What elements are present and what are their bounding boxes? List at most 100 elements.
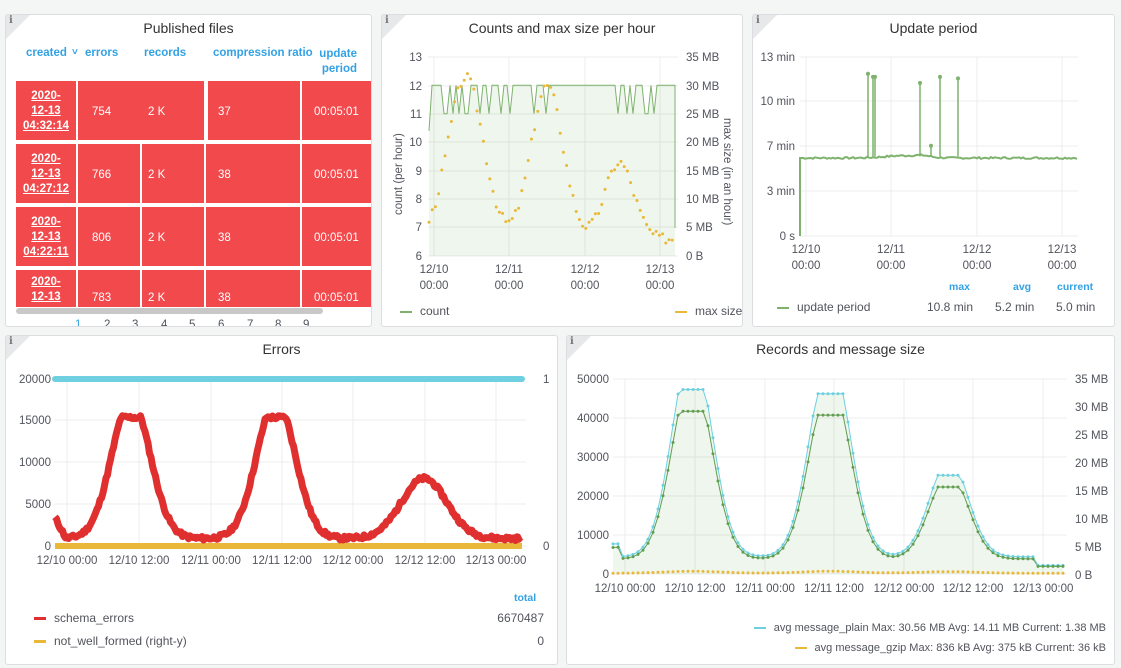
records-point	[731, 535, 735, 539]
cell-records: 2 K	[142, 207, 206, 268]
column-created[interactable]: created	[26, 47, 67, 59]
panel-info-icon[interactable]: i	[753, 15, 777, 39]
page-link[interactable]: 5	[189, 319, 196, 327]
records-point	[1036, 564, 1040, 568]
page-link[interactable]: 2	[104, 319, 111, 327]
max-size-point	[574, 210, 578, 213]
records-point	[706, 424, 710, 428]
message-gzip-point	[751, 571, 755, 575]
cell-created[interactable]: 2020- 12-13 04:27:12	[16, 144, 78, 205]
panel-info-icon[interactable]: i	[382, 15, 406, 39]
message-plain-point	[931, 486, 935, 490]
cell-created[interactable]: 2020- 12-13 04:22:11	[16, 207, 78, 268]
message-gzip-point	[976, 570, 980, 574]
message-gzip-point	[846, 570, 850, 574]
message-gzip-point	[941, 570, 945, 574]
message-plain-point	[836, 392, 840, 396]
legend-not-well-formed[interactable]: not_well_formed (right-y) 0	[34, 634, 544, 648]
update-spike-point	[918, 81, 922, 85]
message-plain-point	[891, 552, 895, 556]
legend-message-plain[interactable]: avg message_plain Max: 30.56 MB Avg: 14.…	[753, 622, 1106, 634]
panel-info-icon[interactable]: i	[567, 336, 591, 360]
stat-header-current[interactable]: current	[1057, 281, 1094, 293]
stat-header-avg[interactable]: avg	[1013, 281, 1032, 293]
message-plain-point	[901, 549, 905, 553]
records-point	[986, 546, 990, 550]
records-point	[891, 555, 895, 559]
legend-schema-errors[interactable]: schema_errors 6670487	[34, 611, 544, 625]
legend-max-size[interactable]: max size	[675, 304, 742, 318]
records-point	[796, 508, 800, 512]
legend-count[interactable]: count	[400, 304, 449, 318]
message-plain-point	[681, 388, 685, 391]
max-size-point	[645, 223, 649, 226]
message-plain-point	[721, 494, 725, 497]
cell-created[interactable]: 2020- 12-13	[16, 270, 78, 307]
message-gzip-point	[946, 570, 950, 574]
column-records[interactable]: records	[144, 47, 187, 59]
y-tick: 10000	[19, 457, 51, 469]
cell-errors: 806	[78, 207, 142, 268]
records-point	[686, 409, 690, 413]
max-size-point	[459, 84, 463, 88]
message-gzip-point	[881, 571, 885, 575]
message-gzip-point	[671, 570, 675, 574]
records-point	[771, 554, 775, 558]
message-gzip-point	[756, 571, 760, 575]
y-tick: 7 min	[767, 141, 795, 153]
max-size-point	[651, 232, 655, 236]
page-link[interactable]: 4	[161, 319, 168, 327]
stat-header-max[interactable]: max	[949, 281, 971, 293]
max-size-point	[555, 108, 559, 112]
message-plain-point	[1011, 555, 1015, 558]
message-gzip-point	[666, 570, 670, 574]
message-gzip-point	[836, 569, 840, 573]
message-plain-point	[886, 552, 890, 555]
panel-title[interactable]: Update period	[889, 20, 978, 36]
message-gzip-point	[711, 570, 715, 574]
panel-info-icon[interactable]: i	[6, 336, 30, 360]
column-update-period[interactable]: update period	[319, 48, 357, 75]
max-size-point	[657, 233, 661, 237]
sort-desc-icon[interactable]: ˅	[72, 47, 78, 58]
max-size-point	[670, 238, 674, 242]
message-gzip-point	[826, 569, 830, 573]
horizontal-scrollbar[interactable]	[16, 308, 323, 314]
max-size-point	[430, 208, 434, 212]
max-size-point	[609, 169, 613, 173]
update-chart: 13 min 10 min 7 min 3 min 0 s 12/10 00:0…	[760, 52, 1078, 272]
cell-created[interactable]: 2020- 12-13 04:32:14	[16, 81, 78, 142]
message-gzip-point	[726, 570, 730, 574]
page-link[interactable]: 8	[275, 319, 282, 327]
max-size-point	[625, 169, 629, 173]
records-panel: i Records and message size 50000 40000 3…	[566, 335, 1115, 665]
page-link[interactable]: 6	[218, 319, 225, 327]
column-errors[interactable]: errors	[85, 47, 119, 59]
page-link[interactable]: 7	[247, 319, 254, 327]
page-link[interactable]: 1	[75, 319, 82, 327]
panel-info-icon[interactable]: i	[6, 15, 30, 39]
records-point	[736, 545, 740, 548]
x-tick: 00:00	[963, 260, 992, 272]
legend-update-period[interactable]: update period	[777, 300, 870, 314]
panel-title[interactable]: Counts and max size per hour	[468, 20, 656, 36]
x-tick: 12/12	[963, 244, 992, 256]
message-plain-point	[786, 533, 790, 537]
page-link[interactable]: 3	[132, 319, 139, 327]
message-plain-point	[776, 548, 780, 552]
message-gzip-point	[661, 570, 665, 574]
panel-title[interactable]: Published files	[143, 20, 234, 36]
max-size-point	[593, 212, 597, 216]
legend-message-gzip[interactable]: avg message_gzip Max: 836 kB Avg: 375 kB…	[794, 642, 1106, 654]
right-tick: 10 MB	[686, 194, 720, 206]
message-plain-point	[751, 553, 755, 557]
message-plain-point	[731, 530, 735, 534]
column-compression-ratio[interactable]: compression ratio	[213, 47, 313, 59]
page-link[interactable]: 9	[303, 319, 310, 327]
total-header[interactable]: total	[514, 592, 537, 604]
panel-title[interactable]: Records and message size	[756, 341, 925, 357]
panel-title[interactable]: Errors	[262, 341, 301, 357]
records-point	[661, 494, 665, 498]
x-tick: 12/11 12:00	[252, 555, 312, 567]
max-size-point	[667, 238, 671, 242]
